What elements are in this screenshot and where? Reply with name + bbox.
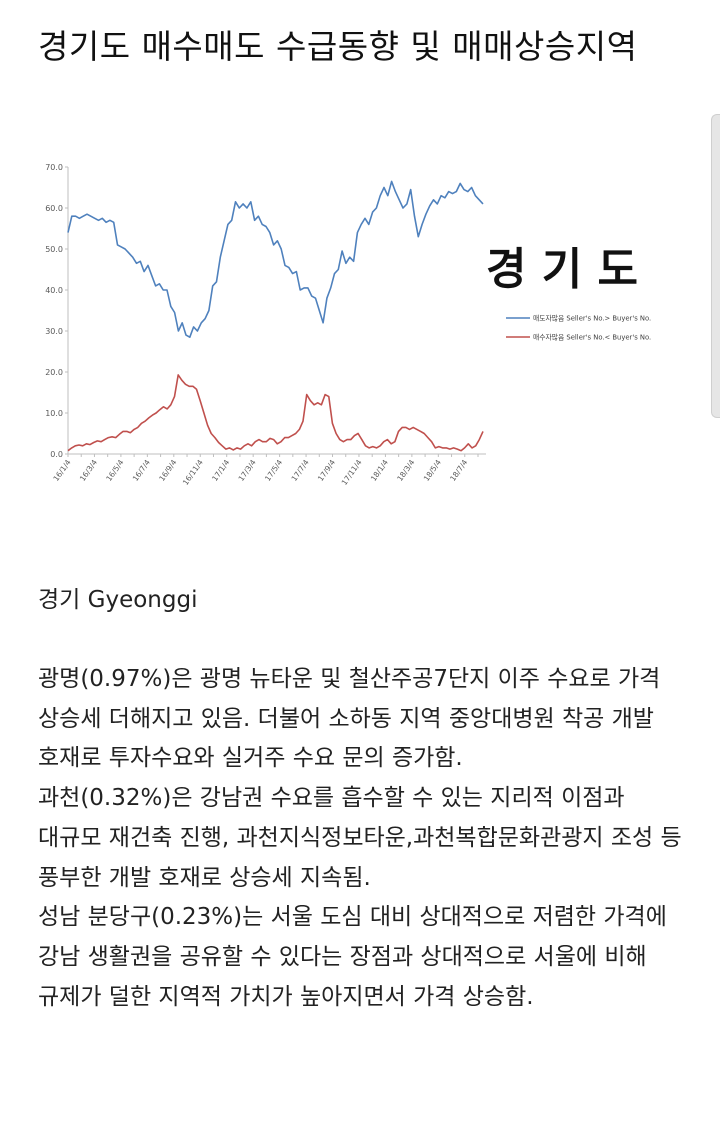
y-tick-label: 60.0 [45, 204, 63, 213]
series-lines [67, 180, 484, 452]
x-tick-label: 18/5/4 [422, 458, 443, 483]
x-tick-label: 18/1/4 [369, 458, 390, 483]
x-tick-label: 16/1/4 [51, 458, 72, 483]
y-tick-label: 40.0 [45, 286, 63, 295]
x-tick-label: 17/7/4 [289, 458, 310, 483]
paragraph-bundang: 성남 분당구(0.23%)는 서울 도심 대비 상대적으로 저렴한 가격에 강남… [38, 904, 667, 1010]
x-tick-label: 17/9/4 [316, 458, 337, 483]
x-tick-label: 18/7/4 [448, 458, 469, 483]
article-body: 광명(0.97%)은 광명 뉴타운 및 철산주공7단지 이주 수요로 가격 상승… [38, 660, 686, 1017]
x-tick-label: 16/3/4 [78, 458, 99, 483]
legend-label: 매수자많음 Seller's No.< Buyer's No. [533, 333, 651, 342]
y-axis: 0.0 10.0 20.0 30.0 40.0 50.0 60.0 70.0 [45, 163, 69, 459]
legend-label: 매도자많음 Seller's No.> Buyer's No. [533, 314, 651, 323]
x-axis: 16/1/4 16/3/4 16/5/4 16/7/4 16/9/4 16/11/4 17/… [51, 453, 486, 487]
x-tick-label: 18/3/4 [395, 458, 416, 483]
chart-title: 경 기 도 [486, 244, 638, 295]
series-line-seller [67, 180, 484, 338]
post-title: 경기도 매수매도 수급동향 및 매매상승지역 [38, 27, 638, 66]
x-tick-label: 16/7/4 [131, 458, 152, 483]
y-tick-label: 30.0 [45, 327, 63, 336]
gyeonggi-chart-image: 0.0 10.0 20.0 30.0 40.0 50.0 60.0 70.0 16/1/4 16… [30, 152, 690, 512]
x-tick-label: 17/3/4 [237, 458, 258, 483]
x-tick-label: 16/5/4 [104, 458, 125, 483]
x-tick-label: 16/9/4 [157, 458, 178, 483]
y-tick-label: 70.0 [45, 163, 63, 172]
section-label: 경기 Gyeonggi [38, 587, 198, 613]
x-tick-label: 17/1/4 [210, 458, 231, 483]
scrollbar-thumb[interactable] [711, 114, 720, 418]
paragraph-gwangmyeong: 광명(0.97%)은 광명 뉴타운 및 철산주공7단지 이주 수요로 가격 상승… [38, 666, 661, 772]
line-chart: 0.0 10.0 20.0 30.0 40.0 50.0 60.0 70.0 16/1/4 16… [45, 163, 651, 487]
paragraph-gwacheon: 과천(0.32%)은 강남권 수요를 흡수할 수 있는 지리적 이점과 대규모 … [38, 785, 682, 891]
x-tick-label: 17/11/4 [340, 458, 364, 487]
y-tick-label: 50.0 [45, 245, 63, 254]
y-tick-label: 20.0 [45, 368, 63, 377]
x-tick-label: 16/11/4 [181, 458, 205, 487]
series-line-buyer [67, 374, 484, 452]
x-tick-label: 17/5/4 [263, 458, 284, 483]
y-tick-label: 10.0 [45, 409, 63, 418]
chart-legend: 매도자많음 Seller's No.> Buyer's No. 매수자많음 Sel… [506, 314, 651, 342]
y-tick-label: 0.0 [50, 450, 63, 459]
